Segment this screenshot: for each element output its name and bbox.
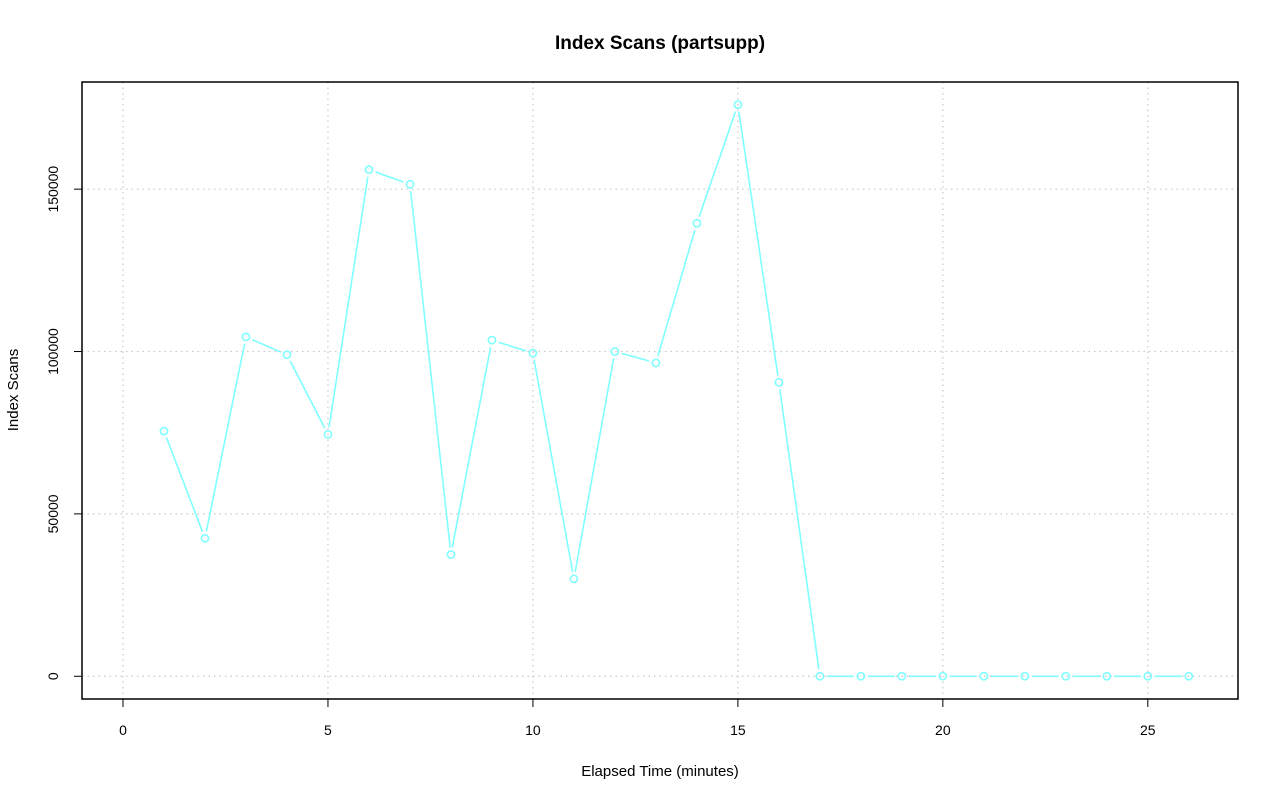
data-point: [487, 335, 497, 345]
series-line-segment: [698, 111, 737, 217]
series-line-segment: [205, 343, 246, 532]
series-line-segment: [498, 341, 527, 352]
y-tick-label: 100000: [45, 328, 61, 375]
data-point: [200, 533, 210, 543]
data-point: [159, 426, 169, 436]
data-point: [815, 671, 825, 681]
series-line-segment: [657, 229, 696, 357]
x-tick-label: 5: [324, 722, 332, 738]
data-point: [938, 671, 948, 681]
x-tick-label: 20: [935, 722, 951, 738]
x-tick-label: 0: [119, 722, 127, 738]
series-line-segment: [574, 358, 615, 573]
data-point: [569, 574, 579, 584]
series-line-segment: [289, 360, 326, 429]
data-point: [1143, 671, 1153, 681]
x-tick-label: 25: [1140, 722, 1156, 738]
x-axis: 0 5 10 15 20 25: [119, 698, 1156, 738]
y-axis-label: Index Scans: [5, 349, 22, 432]
data-point: [364, 165, 374, 175]
series-line-segment: [375, 171, 404, 183]
data-point: [979, 671, 989, 681]
series-line-segment: [252, 338, 281, 353]
data-point: [1061, 671, 1071, 681]
series-line-segment: [409, 191, 451, 548]
data-point: [610, 347, 620, 356]
series-line-segment: [533, 359, 574, 573]
data-point: [405, 179, 415, 189]
data-point: [1102, 671, 1112, 681]
data-point: [651, 358, 661, 368]
data-point: [1020, 671, 1030, 681]
x-tick-label: 15: [730, 722, 746, 738]
data-point: [733, 100, 743, 110]
data-point: [774, 377, 784, 387]
y-tick-label: 150000: [45, 166, 61, 213]
data-point: [282, 350, 292, 360]
y-tick-label: 0: [45, 672, 61, 680]
data-point: [692, 218, 702, 228]
series-line-segment: [165, 437, 204, 533]
data-point: [897, 671, 907, 681]
chart-title: Index Scans (partsupp): [555, 33, 765, 54]
data-point: [1184, 671, 1194, 681]
data-point: [856, 671, 866, 681]
series-line-segment: [328, 176, 369, 428]
y-axis: 0 50000 100000 150000: [45, 166, 82, 680]
series-line-segment: [738, 111, 779, 376]
x-axis-label: Elapsed Time (minutes): [581, 763, 739, 780]
series-line-segment: [779, 389, 820, 670]
data-point: [528, 348, 538, 358]
series-line-segment: [451, 346, 492, 548]
data-point: [241, 332, 251, 342]
x-tick-label: 10: [525, 722, 541, 738]
y-tick-label: 50000: [45, 494, 61, 533]
data-point: [446, 550, 456, 559]
data-point: [323, 429, 333, 439]
series-line-segment: [621, 352, 650, 362]
series-group: [159, 100, 1194, 681]
